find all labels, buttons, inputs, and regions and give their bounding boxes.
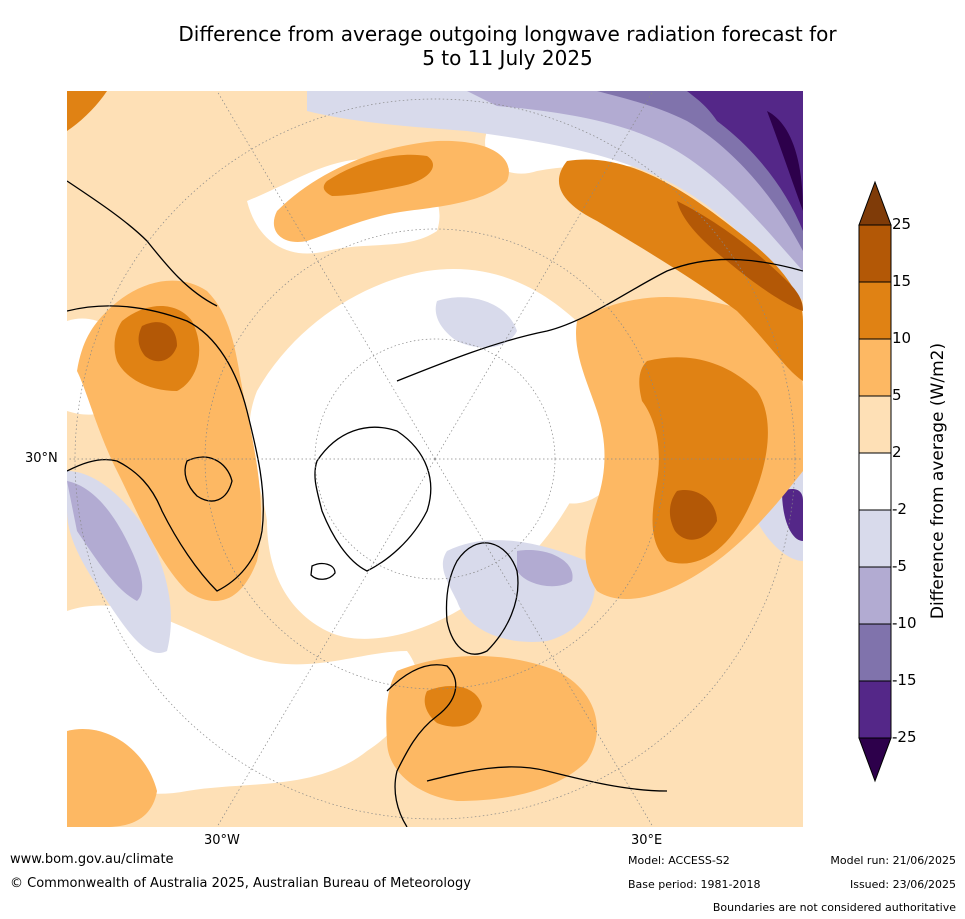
anomaly-pos-15-25-asia [669,490,717,540]
colorbar-tick-neg15: -15 [892,671,917,689]
colorbar-band-10-15 [858,281,892,340]
graticule-meridian-2 [434,458,654,827]
colorbar-band-neg-10-15 [858,623,892,682]
coastline-europe-west [386,664,457,827]
colorbar-tick-2: 2 [892,443,902,461]
graticule-meridian-6 [434,91,654,460]
footer-issued: Issued: 23/06/2025 [849,878,956,891]
title-line-1: Difference from average outgoing longwav… [178,22,837,46]
anomaly-pos-10-15-pacific [323,154,433,196]
anomaly-pos-corner [67,91,107,131]
anomaly-neg-5-10-scandinavia [517,550,573,587]
colorbar-band-neg-15-25 [858,680,892,739]
footer-model-run: Model run: 21/06/2025 [830,854,956,867]
colorbar-band-2-5 [858,395,892,454]
colorbar-over-triangle [858,180,892,226]
polar-anomaly-map [67,91,803,827]
title-line-2: 5 to 11 July 2025 [422,46,593,70]
coastline-hudson-bay [184,456,233,502]
coastline-scandinavia [445,542,519,655]
footer-copyright: © Commonwealth of Australia 2025, Austra… [10,876,471,891]
anomaly-neg-5-10-west [67,481,143,601]
colorbar-tick-25: 25 [892,215,912,233]
map-title: Difference from average outgoing longwav… [60,22,955,70]
footer-base-period: Base period: 1981-2018 [628,878,761,891]
coastlines [67,180,803,827]
lon-label-30w: 30°W [204,833,240,848]
colorbar-tick-neg5: -5 [892,557,907,575]
anomaly-neg-15-25-se [782,489,803,541]
footer-disclaimer: Boundaries are not considered authoritat… [712,901,956,914]
anomaly-pos-5-10-pacific [273,140,509,242]
graticule [67,91,803,827]
lon-label-30e: 30°E [631,833,663,848]
colorbar-band-neg-5-10 [858,566,892,625]
coastline-eurasia-north [396,258,803,382]
colorbar-tick-5: 5 [892,386,902,404]
colorbar [858,180,892,783]
anomaly-neg-2-5-arctic [435,297,517,348]
lat-label-30n: 30°N [25,451,58,466]
colorbar-band-neg-2-5 [858,509,892,568]
graticule-meridian-5 [216,91,436,460]
anomaly-pos-5-10-sw-corner [67,729,157,827]
footer-model: Model: ACCESS-S2 [628,854,730,867]
coastline-greenland [314,426,432,572]
coastline-alaska [67,180,218,307]
anomaly-neutral-atlantic [67,605,418,794]
colorbar-under-triangle [858,737,892,783]
colorbar-tick-10: 10 [892,329,912,347]
colorbar-band-5-10 [858,338,892,397]
anomaly-pos-10-15-siberia-band [558,159,803,381]
anomaly-pos-10-15-europe [424,686,482,727]
anomaly-pos-15-25-siberia-band [677,201,803,311]
colorbar-tick-neg2: -2 [892,500,907,518]
anomaly-neg-under-top [767,111,803,211]
footer-website: www.bom.gov.au/climate [10,852,174,867]
graticule-meridian-1 [216,458,436,827]
colorbar-label: Difference from average (W/m2) [928,342,948,620]
coastline-mediterranean [426,766,668,792]
graticule-circle-2 [204,228,666,690]
coastline-north-america [67,305,264,592]
anomaly-pos-15-25-north-america [138,322,177,362]
colorbar-tick-neg10: -10 [892,614,917,632]
coastline-iceland [310,562,336,580]
colorbar-band-15-25 [858,224,892,283]
colorbar-band-neutral [858,452,892,511]
colorbar-tick-neg25: -25 [892,728,917,746]
colorbar-tick-15: 15 [892,272,912,290]
